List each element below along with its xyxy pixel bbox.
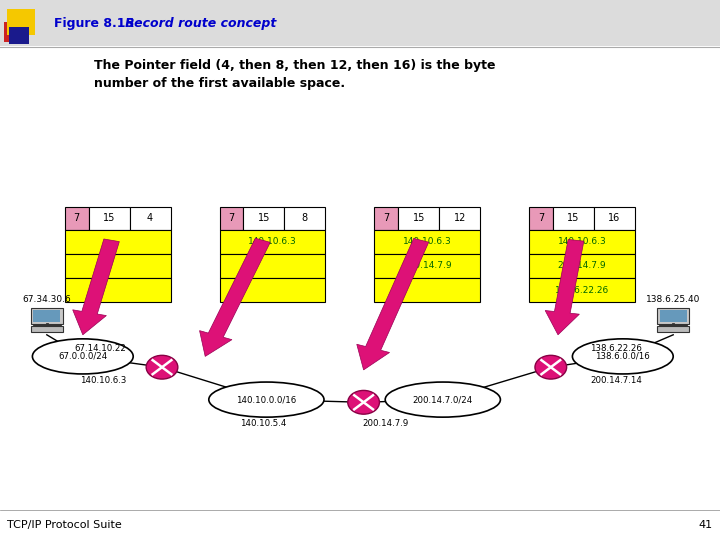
Text: 67.0.0.0/24: 67.0.0.0/24: [58, 352, 107, 361]
Ellipse shape: [32, 339, 133, 374]
Bar: [65, 254, 171, 278]
Ellipse shape: [572, 339, 673, 374]
Bar: [398, 207, 439, 229]
Ellipse shape: [385, 382, 500, 417]
Bar: [30, 326, 63, 332]
Text: 15: 15: [258, 213, 270, 223]
Bar: [529, 207, 553, 229]
Text: 140.10.6.3: 140.10.6.3: [248, 237, 297, 246]
Text: 7: 7: [383, 213, 390, 223]
Bar: [553, 207, 594, 229]
Text: 15: 15: [567, 213, 580, 223]
Text: Record route concept: Record route concept: [112, 17, 276, 30]
Text: The Pointer field (4, then 8, then 12, then 16) is the byte: The Pointer field (4, then 8, then 12, t…: [94, 59, 495, 72]
Text: 140.10.6.3: 140.10.6.3: [403, 237, 451, 246]
Bar: [374, 230, 480, 254]
Circle shape: [146, 355, 178, 379]
Bar: [220, 230, 325, 254]
Text: 140.10.6.3: 140.10.6.3: [80, 376, 126, 385]
Bar: [594, 207, 635, 229]
Text: 138.6.0.0/16: 138.6.0.0/16: [595, 352, 650, 361]
Bar: [7, 9, 35, 35]
Bar: [130, 207, 171, 229]
Text: 12: 12: [454, 213, 466, 223]
Bar: [284, 207, 325, 229]
Bar: [220, 207, 243, 229]
Text: 4: 4: [147, 213, 153, 223]
Text: 200.14.7.9: 200.14.7.9: [558, 261, 606, 271]
Bar: [4, 22, 27, 42]
FancyArrow shape: [73, 239, 120, 335]
Text: 67.34.30.6: 67.34.30.6: [22, 295, 71, 304]
Bar: [529, 230, 635, 254]
Text: 200.14.7.14: 200.14.7.14: [590, 376, 642, 385]
Bar: [374, 207, 398, 229]
Bar: [529, 254, 635, 278]
Text: 16: 16: [608, 213, 621, 223]
Text: 200.14.7.9: 200.14.7.9: [362, 420, 408, 428]
Text: TCP/IP Protocol Suite: TCP/IP Protocol Suite: [7, 520, 122, 530]
Text: 140.10.6.3: 140.10.6.3: [558, 237, 606, 246]
Text: 7: 7: [228, 213, 235, 223]
Bar: [89, 207, 130, 229]
Bar: [33, 310, 60, 322]
Bar: [374, 278, 480, 302]
Bar: [30, 308, 63, 324]
Circle shape: [535, 355, 567, 379]
Text: 138.6.22.26: 138.6.22.26: [590, 344, 642, 353]
Bar: [65, 230, 171, 254]
Text: number of the first available space.: number of the first available space.: [94, 77, 345, 90]
Bar: [529, 278, 635, 302]
FancyArrow shape: [545, 239, 584, 335]
Text: 7: 7: [538, 213, 544, 223]
Bar: [439, 207, 480, 229]
Text: 7: 7: [73, 213, 80, 223]
Text: 41: 41: [698, 520, 713, 530]
Text: 200.14.7.9: 200.14.7.9: [403, 261, 451, 271]
Text: 200.14.7.0/24: 200.14.7.0/24: [413, 395, 473, 404]
Bar: [220, 254, 325, 278]
Text: 140.10.5.4: 140.10.5.4: [240, 420, 286, 428]
Bar: [9, 27, 29, 44]
FancyArrow shape: [357, 239, 428, 370]
Text: 138.6.22.26: 138.6.22.26: [555, 286, 609, 295]
Text: 15: 15: [413, 213, 425, 223]
Bar: [0, 0, 720, 46]
Bar: [657, 326, 690, 332]
Bar: [660, 310, 687, 322]
Bar: [374, 254, 480, 278]
Text: 8: 8: [302, 213, 308, 223]
Text: Figure 8.15: Figure 8.15: [54, 17, 134, 30]
Ellipse shape: [209, 382, 324, 417]
Bar: [220, 278, 325, 302]
Circle shape: [348, 390, 379, 414]
FancyArrow shape: [199, 238, 270, 356]
Bar: [657, 308, 690, 324]
Bar: [243, 207, 284, 229]
Bar: [65, 278, 171, 302]
Text: 138.6.25.40: 138.6.25.40: [646, 295, 701, 304]
Text: 140.10.0.0/16: 140.10.0.0/16: [236, 395, 297, 404]
Text: 15: 15: [103, 213, 115, 223]
Text: 67.14.10.22: 67.14.10.22: [74, 344, 126, 353]
Bar: [65, 207, 89, 229]
